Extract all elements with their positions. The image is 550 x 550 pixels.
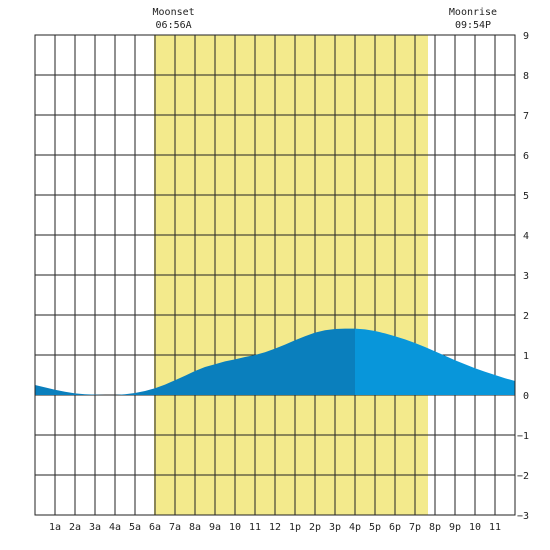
moon-event-label: Moonrise (449, 7, 497, 18)
y-tick-label: 9 (523, 31, 529, 42)
x-tick-label: 6p (389, 522, 401, 533)
y-tick-label: 5 (523, 191, 529, 202)
y-tick-label: 8 (523, 71, 529, 82)
x-tick-label: 6a (149, 522, 161, 533)
x-tick-label: 3a (89, 522, 101, 533)
x-tick-label: 7p (409, 522, 421, 533)
tide-area-past (35, 328, 355, 395)
y-tick-label: 4 (523, 231, 529, 242)
y-tick-label: 0 (523, 391, 529, 402)
tide-area-layer (35, 328, 515, 395)
x-tick-label: 1p (289, 522, 301, 533)
y-tick-label: 6 (523, 151, 529, 162)
x-tick-label: 8a (189, 522, 201, 533)
moon-event-time: 06:56A (156, 20, 192, 31)
x-tick-label: 11 (489, 522, 501, 533)
x-tick-label: 12 (269, 522, 281, 533)
x-tick-label: 5p (369, 522, 381, 533)
x-tick-label: 4a (109, 522, 121, 533)
x-tick-label: 2a (69, 522, 81, 533)
x-tick-label: 3p (329, 522, 341, 533)
y-tick-label: −3 (517, 511, 529, 522)
plot-frame-layer (34, 34, 516, 516)
plot-frame (34, 34, 516, 516)
x-tick-label: 9a (209, 522, 221, 533)
y-tick-label: −2 (517, 471, 529, 482)
x-tick-label: 11 (249, 522, 261, 533)
x-tick-label: 2p (309, 522, 321, 533)
x-tick-label: 7a (169, 522, 181, 533)
x-tick-label: 1a (49, 522, 61, 533)
x-tick-label: 9p (449, 522, 461, 533)
x-tick-label: 10 (229, 522, 241, 533)
y-tick-label: 7 (523, 111, 529, 122)
x-tick-label: 8p (429, 522, 441, 533)
y-tick-label: 1 (523, 351, 529, 362)
x-tick-label: 4p (349, 522, 361, 533)
grid-layer (35, 35, 515, 515)
y-tick-label: −1 (517, 431, 529, 442)
x-tick-label: 5a (129, 522, 141, 533)
moon-event: Moonset 06:56A (153, 7, 195, 31)
x-tick-label: 10 (469, 522, 481, 533)
y-tick-label: 2 (523, 311, 529, 322)
moon-event-time: 09:54P (455, 20, 491, 31)
y-tick-labels: −3 −2 −1 0 1 2 3 4 5 6 7 8 9 (517, 31, 529, 522)
tide-area-future (355, 328, 515, 395)
moon-event-label: Moonset (153, 7, 195, 18)
moon-events: Moonset 06:56A Moonrise 09:54P (153, 7, 498, 31)
x-tick-labels: 1a 2a 3a 4a 5a 6a 7a 8a 9a 10 11 12 1p 2p 3p 4p 5p 6p 7p 8p… (49, 522, 501, 533)
moon-event: Moonrise 09:54P (449, 7, 497, 31)
y-tick-label: 3 (523, 271, 529, 282)
